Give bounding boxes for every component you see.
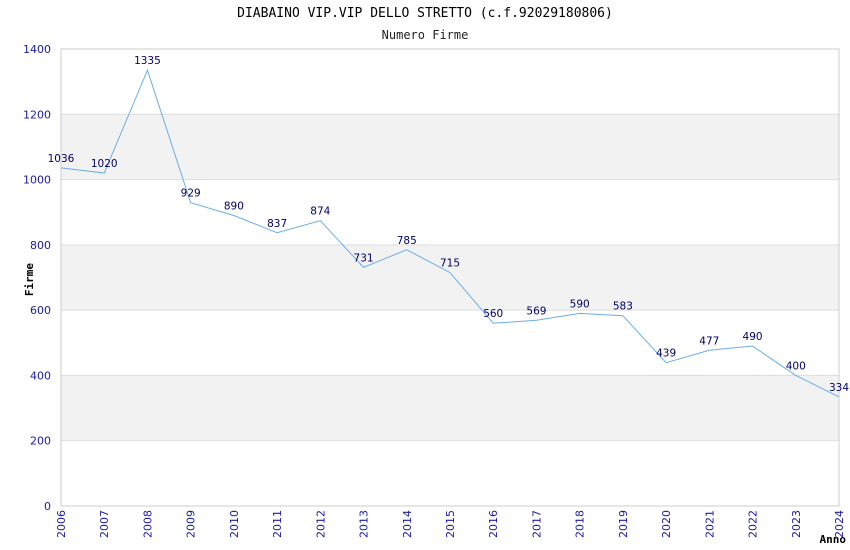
data-label: 1335: [134, 55, 161, 67]
x-tick-label: 2014: [401, 510, 414, 538]
x-tick-label: 2019: [617, 510, 630, 538]
data-label: 874: [310, 206, 330, 218]
x-tick-label: 2006: [55, 510, 68, 538]
y-axis-title: Firme: [23, 263, 36, 296]
data-label: 590: [570, 298, 590, 310]
chart-title: DIABAINO VIP.VIP DELLO STRETTO (c.f.9202…: [237, 6, 613, 21]
y-tick-label: 1000: [23, 174, 51, 187]
y-axis-ticks: 0 200 400 600 800 1000 1200 1400: [23, 43, 51, 513]
y-tick-label: 0: [44, 500, 51, 513]
y-tick-label: 1200: [23, 108, 51, 121]
x-tick-label: 2012: [314, 510, 327, 538]
x-tick-label: 2016: [487, 510, 500, 538]
x-tick-label: 2008: [141, 510, 154, 538]
x-tick-label: 2018: [574, 510, 587, 538]
series-line: [60, 68, 840, 398]
x-tick-label: 2015: [444, 510, 457, 538]
x-axis-title: Anno: [820, 533, 847, 546]
y-tick-label: 200: [30, 435, 51, 448]
y-tick-label: 600: [30, 304, 51, 317]
x-tick-label: 2017: [530, 510, 543, 538]
x-tick-label: 2009: [185, 510, 198, 538]
data-label: 569: [526, 305, 546, 317]
data-label: 731: [354, 252, 374, 264]
x-tick-label: 2023: [790, 510, 803, 538]
data-label: 715: [440, 258, 460, 270]
data-label: 890: [224, 200, 244, 212]
x-tick-label: 2021: [703, 510, 716, 538]
data-label: 334: [829, 382, 849, 394]
data-labels: 1036 1020 1335 929 890 837 874 731 785 715 560 569 5…: [48, 55, 850, 394]
x-tick-label: 2020: [660, 510, 673, 538]
chart-subtitle: Numero Firme: [381, 28, 469, 42]
x-axis-ticks: 2006 2007 2008 2009 2010 2011 2012 2013 2014 2015…: [55, 510, 846, 538]
x-tick-label: 2011: [271, 510, 284, 538]
grid-band: [61, 244, 839, 311]
data-label: 1020: [91, 158, 118, 170]
data-label: 477: [699, 335, 719, 347]
data-label: 490: [743, 331, 763, 343]
x-tick-label: 2024: [833, 510, 846, 538]
data-label: 837: [267, 218, 287, 230]
x-tick-label: 2007: [98, 510, 111, 538]
plot-frame: [60, 48, 840, 507]
grid-band: [61, 114, 839, 180]
y-tick-label: 400: [30, 369, 51, 382]
x-tick-label: 2013: [358, 510, 371, 538]
data-label: 1036: [48, 153, 75, 165]
grid-bands: [61, 114, 839, 441]
x-tick-label: 2022: [747, 510, 760, 538]
grid-band: [61, 375, 839, 441]
data-label: 583: [613, 301, 633, 313]
data-label: 785: [397, 235, 417, 247]
y-tick-label: 800: [30, 239, 51, 252]
x-tick-label: 2010: [228, 510, 241, 538]
data-label: 929: [181, 188, 201, 200]
data-label: 400: [786, 360, 806, 372]
data-label: 560: [483, 308, 503, 320]
y-tick-label: 1400: [23, 43, 51, 56]
data-label: 439: [656, 348, 676, 360]
